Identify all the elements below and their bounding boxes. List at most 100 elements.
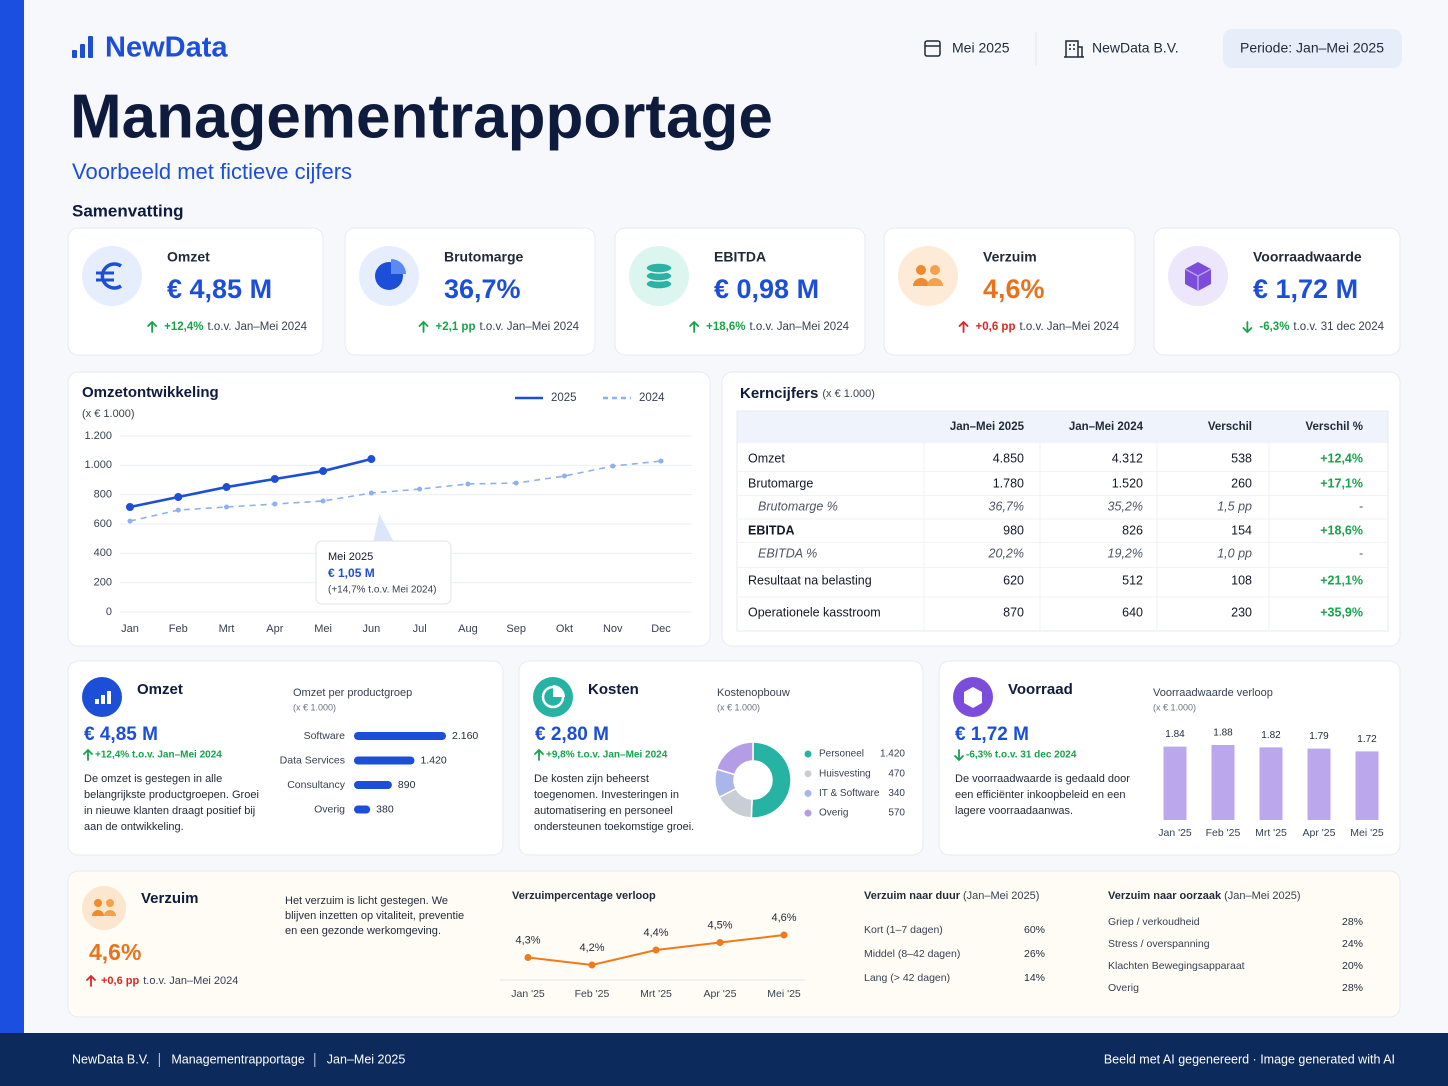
chart-subtitle: (x € 1.000): [717, 702, 760, 712]
bar: [354, 781, 392, 789]
bar: [354, 805, 371, 814]
kpi-label: Brutomarge: [444, 249, 524, 265]
trend-arrow: [534, 748, 544, 761]
table-cell: 980: [1003, 523, 1024, 537]
kpi-change-note: t.o.v. Jan–Mei 2024: [207, 321, 307, 333]
table-cell: +17,1%: [1320, 476, 1363, 490]
table-cell: 1.780: [993, 476, 1024, 490]
kpi-change-note: t.o.v. Jan–Mei 2024: [749, 321, 849, 333]
table-title-unit: (x € 1.000): [822, 388, 875, 400]
card-text: De omzet is gestegen in alle belangrijks…: [84, 773, 259, 833]
chart-title: Omzetontwikkeling: [82, 384, 219, 401]
footer-item: Jan–Mei 2025: [327, 1052, 406, 1066]
footer-credit: Beeld met AI gegenereerd · Image generat…: [1104, 1052, 1395, 1066]
kpi-label: Voorraadwaarde: [1253, 249, 1362, 265]
series-point: [368, 490, 374, 496]
card-change: +12,4% t.o.v. Jan–Mei 2024: [95, 750, 222, 761]
table-header: Verschil: [1208, 421, 1252, 433]
donut-slice: [750, 741, 792, 819]
series-point: [610, 463, 616, 469]
bar-value-label: 1.72: [1357, 734, 1377, 745]
annotation-value: € 1,05 M: [328, 566, 375, 580]
verzuim-icon: [104, 910, 116, 916]
series-point: [224, 504, 230, 510]
kpi-change: -6,3% t.o.v. 31 dec 2024: [1259, 321, 1384, 333]
table-row-label: EBITDA: [748, 523, 795, 537]
table-row-label: Operationele kasstroom: [748, 605, 881, 619]
icon-coins: [645, 262, 673, 274]
subtable-title: Verzuim naar oorzaak (Jan–Mei 2025): [1108, 890, 1301, 902]
bar-label: Data Services: [280, 754, 345, 766]
y-tick-label: 400: [94, 547, 112, 559]
point-label: 4,3%: [515, 934, 540, 946]
table-border: [736, 410, 1389, 632]
x-tick-label: Mei '25: [767, 988, 801, 1000]
annotation-title: Mei 2025: [328, 551, 373, 563]
point-label: 4,5%: [707, 919, 732, 931]
kpi-value: € 1,72 M: [1253, 274, 1358, 304]
card-value: 4,6%: [89, 939, 141, 965]
table-cell: 1,0 pp: [1217, 546, 1252, 560]
y-tick-label: 1.200: [84, 430, 112, 442]
subtable-label: Middel (8–42 dagen): [864, 948, 960, 960]
series-point: [367, 455, 376, 464]
kpi-change-value: +18,6%: [706, 321, 745, 333]
legend-label: Huisvesting: [819, 768, 871, 779]
icon-pie: [391, 259, 406, 274]
subtable-label: Lang (> 42 dagen): [864, 972, 950, 984]
series-point: [658, 458, 664, 464]
subtable-label: Stress / overspanning: [1108, 938, 1210, 950]
subtable-value: 28%: [1342, 916, 1363, 928]
series-point: [319, 467, 328, 476]
card-change-value: +0,6 pp: [101, 975, 139, 987]
table-cell: 154: [1231, 523, 1252, 537]
bar-label: Consultancy: [287, 779, 346, 791]
icon-people: [930, 265, 940, 275]
x-tick-label: Mei '25: [1350, 827, 1384, 839]
x-tick-label: Sep: [506, 623, 526, 635]
trend-arrow: [689, 320, 700, 333]
icon-cube: [1184, 268, 1212, 291]
x-tick-label: Feb: [169, 623, 188, 635]
kpi-value: € 0,98 M: [714, 274, 819, 304]
series-line: [129, 460, 662, 522]
annotation-pointer: [373, 514, 394, 542]
x-tick-label: Jan: [121, 623, 139, 635]
icon-people: [927, 278, 943, 286]
card-change: +0,6 pp t.o.v. Jan–Mei 2024: [101, 975, 238, 987]
table-title-main: Kerncijfers: [740, 385, 818, 402]
series-point: [561, 473, 567, 479]
table-header: Verschil %: [1305, 421, 1363, 433]
table-header: Jan–Mei 2024: [1069, 421, 1144, 433]
table-title: Kerncijfers (x € 1.000): [740, 385, 875, 402]
table-header: Jan–Mei 2025: [950, 421, 1025, 433]
table-cell: 108: [1231, 573, 1252, 587]
card-icon: [107, 691, 111, 704]
card-icon: [964, 687, 982, 708]
chart-title: Kostenopbouw: [717, 687, 790, 699]
chart-title: Omzet per productgroep: [293, 687, 412, 699]
bar-label: Overig: [314, 803, 345, 815]
series-line: [129, 457, 372, 509]
table-cell: 512: [1122, 573, 1143, 587]
legend-dot: [804, 770, 812, 778]
legend-label: Personeel: [819, 749, 864, 760]
subtable-label: Griep / verkoudheid: [1108, 916, 1200, 928]
series-point: [588, 961, 596, 969]
header-month: Mei 2025: [952, 40, 1010, 56]
subtable-title: Verzuim naar duur (Jan–Mei 2025): [864, 890, 1039, 902]
card-icon: [101, 695, 105, 704]
legend-dot: [804, 750, 812, 758]
bar-value-label: 1.79: [1309, 731, 1329, 742]
page-title: Managementrapportage: [70, 82, 773, 151]
table-cell: 35,2%: [1108, 499, 1143, 513]
table-cell: +21,1%: [1320, 573, 1363, 587]
point-label: 4,6%: [771, 912, 796, 924]
kpi-change-note: t.o.v. 31 dec 2024: [1293, 321, 1384, 333]
bar: [1163, 746, 1187, 820]
x-tick-label: Apr: [266, 623, 283, 635]
card-icon: [553, 685, 565, 697]
x-tick-label: Jan '25: [511, 988, 545, 1000]
section-title: Samenvatting: [72, 201, 183, 220]
